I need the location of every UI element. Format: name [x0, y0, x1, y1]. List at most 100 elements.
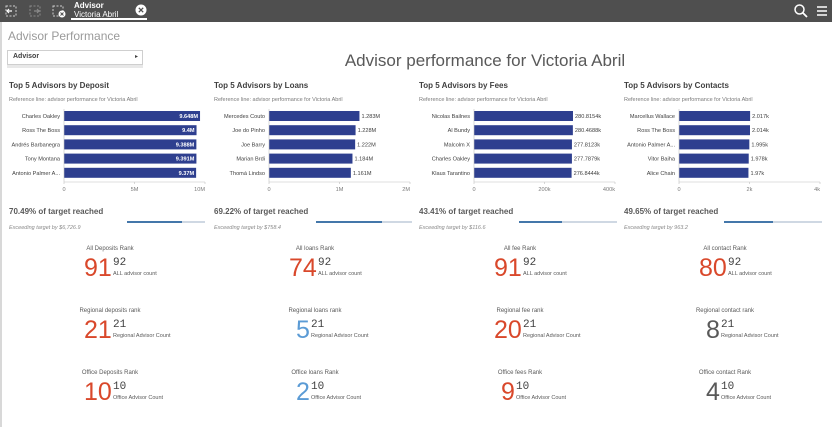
target-fees[interactable]: 43.41% of target reached Exceeding targe…	[419, 207, 619, 237]
bar-value-label: 9.391M	[176, 157, 195, 163]
bar[interactable]	[64, 139, 197, 150]
bar[interactable]	[474, 153, 572, 164]
rank-kpi[interactable]: Regional contact rank 8 21 Regional Advisor…	[645, 308, 805, 356]
bar-value-label: 9.388M	[176, 142, 195, 148]
selections-forward-icon[interactable]	[27, 3, 43, 19]
bar[interactable]	[474, 139, 572, 150]
target-contacts[interactable]: 49.65% of target reached Exceeding targe…	[624, 207, 824, 237]
bar-category-label: Mercedes Couto	[224, 114, 265, 120]
rank-kpi[interactable]: Office loans Rank 2 10 Office Advisor Count	[235, 370, 395, 418]
rank-count-label: Regional Advisor Count	[311, 333, 369, 339]
selection-field-name: Advisor	[74, 1, 104, 10]
rank-kpi[interactable]: Regional deposits rank 21 21 Regional Advis…	[30, 308, 190, 356]
selection-chip[interactable]: Advisor Victoria Abril	[71, 1, 147, 20]
bar[interactable]	[64, 167, 197, 178]
bar[interactable]	[269, 153, 353, 164]
rank-label: Regional contact rank	[695, 308, 755, 314]
bar[interactable]	[269, 125, 356, 136]
panel-contacts[interactable]: Top 5 Advisors by Contacts Reference lin…	[624, 81, 824, 199]
bar[interactable]	[269, 111, 360, 121]
rank-kpi[interactable]: Office fees Rank 9 10 Office Advisor Count	[440, 370, 600, 418]
rank-kpi[interactable]: Regional loans rank 5 21 Regional Advisor C…	[235, 308, 395, 356]
bar-category-label: Marian Brdi	[236, 157, 265, 163]
x-tick-label: 10M	[194, 187, 205, 193]
rank-count-label: ALL advisor count	[318, 271, 362, 277]
panel-deposit[interactable]: Top 5 Advisors by Deposit Reference line…	[9, 81, 209, 199]
clear-all-selections-icon[interactable]	[51, 3, 67, 19]
menu-icon[interactable]	[814, 3, 830, 19]
rank-kpi[interactable]: Office contact Rank 4 10 Office Advisor Cou…	[645, 370, 805, 418]
bar[interactable]	[679, 167, 749, 178]
x-tick-label: 0	[267, 187, 270, 193]
contacts-bar-chart[interactable]: Marcellus Wallace 2.017k Ross The Boss 2.01…	[624, 109, 824, 199]
deposit-bar-chart[interactable]: Charles Oakley 9.648M Ross The Boss 9.4M And…	[9, 109, 209, 199]
x-tick-label: 1M	[336, 187, 344, 193]
top-toolbar: Advisor Victoria Abril	[0, 0, 832, 22]
bar-category-label: Malcolm X	[444, 142, 470, 148]
rank-label: All Deposits Rank	[86, 246, 134, 252]
bar-value-label: 1.222M	[357, 142, 376, 148]
rank-kpi[interactable]: Office Deposits Rank 10 10 Office Advisor C…	[30, 370, 190, 418]
bar[interactable]	[64, 125, 197, 136]
bar[interactable]	[474, 111, 573, 121]
bar-category-label: Vitor Baiha	[648, 157, 676, 163]
target-line-fill	[724, 221, 773, 223]
advisor-filter-dropdown[interactable]: Advisor ▸	[7, 50, 143, 65]
rank-kpi[interactable]: Regional fee rank 20 21 Regional Advisor Co…	[440, 308, 600, 356]
bar-value-label: 276.8444k	[574, 171, 600, 177]
target-deposit[interactable]: 70.49% of target reached Exceeding targe…	[9, 207, 209, 237]
bar-category-label: Charles Oakley	[22, 114, 60, 120]
panel-reference: Reference line: advisor performance for …	[624, 97, 753, 103]
bar[interactable]	[269, 139, 356, 150]
bar-category-label: Al Bundy	[448, 128, 471, 134]
bar[interactable]	[474, 125, 573, 136]
bar[interactable]	[679, 139, 750, 150]
x-tick-label: 5M	[131, 187, 139, 193]
bar-category-label: Ross The Boss	[637, 128, 675, 134]
bar-value-label: 9.4M	[182, 128, 195, 134]
bar[interactable]	[679, 153, 749, 164]
panel-fees[interactable]: Top 5 Advisors by Fees Reference line: a…	[419, 81, 619, 199]
target-note: Exceeding target by $758.4	[214, 225, 281, 231]
rank-value: 74	[289, 254, 317, 282]
bar-category-label: Joe Barry	[241, 142, 265, 148]
rank-count-label: Office Advisor Count	[721, 395, 772, 401]
rank-kpi[interactable]: All fee Rank 91 92 ALL advisor count	[440, 246, 600, 294]
panel-title: Top 5 Advisors by Deposit	[9, 81, 110, 90]
rank-label: Regional deposits rank	[79, 308, 141, 314]
bar[interactable]	[679, 111, 751, 121]
rank-value: 10	[84, 378, 112, 406]
rank-count-label: Office Advisor Count	[516, 395, 567, 401]
bar-value-label: 1.161M	[353, 171, 372, 177]
rank-kpi[interactable]: All loans Rank 74 92 ALL advisor count	[235, 246, 395, 294]
bar-value-label: 1.228M	[358, 128, 377, 134]
bar-category-label: Alice Chain	[647, 171, 675, 177]
rank-total: 21	[523, 319, 537, 331]
clear-selection-icon[interactable]	[135, 4, 147, 16]
target-line	[724, 221, 822, 223]
fees-bar-chart[interactable]: Nicolas Bailnes 280.8154k Al Bundy 280.4688…	[419, 109, 619, 199]
bar-value-label: 1.97k	[750, 171, 764, 177]
bar[interactable]	[269, 167, 351, 178]
target-loans[interactable]: 69.22% of target reached Exceeding targe…	[214, 207, 414, 237]
bar-value-label: 1.995k	[751, 142, 768, 148]
bar[interactable]	[64, 153, 197, 164]
target-pct: 43.41% of target reached	[419, 207, 514, 216]
bar[interactable]	[474, 167, 572, 178]
loans-bar-chart[interactable]: Mercedes Couto 1.283M Joe do Pinho 1.228M Jo…	[214, 109, 414, 199]
bar-category-label: Joe do Pinho	[232, 128, 265, 134]
bar[interactable]	[679, 125, 750, 136]
bar-category-label: Thomá Lindso	[230, 171, 265, 177]
bar-value-label: 280.8154k	[575, 114, 601, 120]
search-icon[interactable]	[793, 3, 809, 19]
rank-kpi[interactable]: All Deposits Rank 91 92 ALL advisor count	[30, 246, 190, 294]
bar[interactable]	[64, 111, 201, 121]
x-tick-label: 200k	[538, 187, 550, 193]
panel-title: Top 5 Advisors by Loans	[214, 81, 309, 90]
rank-total: 21	[113, 319, 127, 331]
rank-label: Regional loans rank	[288, 308, 342, 314]
rank-kpi[interactable]: All contact Rank 80 92 ALL advisor count	[645, 246, 805, 294]
target-note: Exceeding target by $6,726.9	[9, 225, 81, 231]
panel-loans[interactable]: Top 5 Advisors by Loans Reference line: …	[214, 81, 414, 199]
selections-back-icon[interactable]	[3, 3, 19, 19]
